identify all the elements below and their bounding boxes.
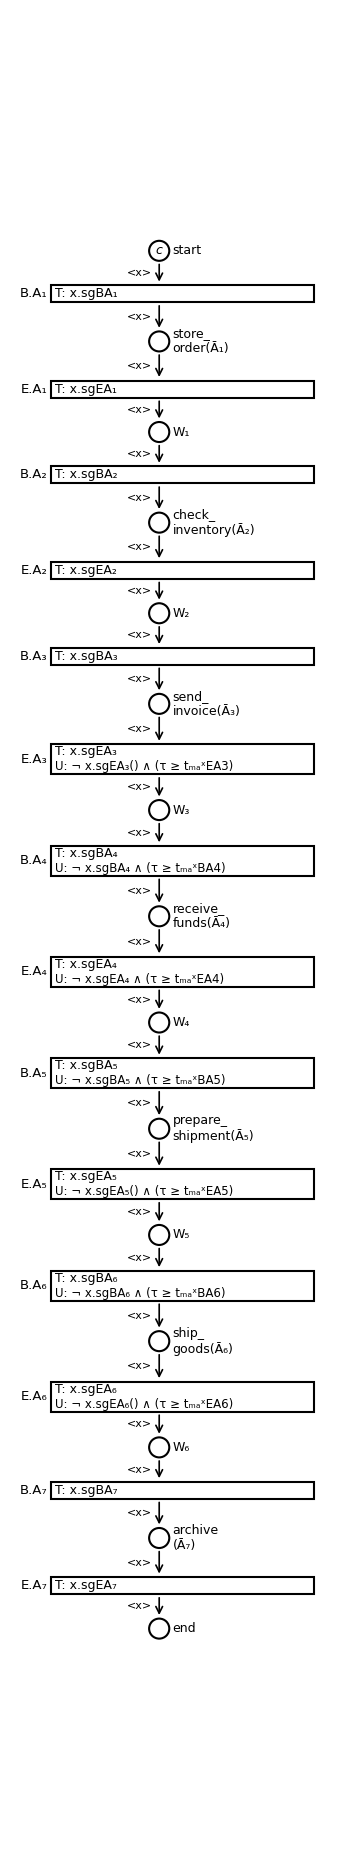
Text: T: x.sgBA₂: T: x.sgBA₂ <box>54 468 117 481</box>
Text: <x>: <x> <box>127 782 152 793</box>
Text: E.A₂: E.A₂ <box>21 565 48 578</box>
Text: E.A₅: E.A₅ <box>21 1177 48 1190</box>
Text: send_
invoice(Ā₃): send_ invoice(Ā₃) <box>172 689 240 719</box>
Text: <x>: <x> <box>127 1558 152 1567</box>
Text: B.A₃: B.A₃ <box>20 650 48 663</box>
Text: U: ¬ x.sgEA₄ ∧ (τ ≥ tₘₐˣEA4): U: ¬ x.sgEA₄ ∧ (τ ≥ tₘₐˣEA4) <box>54 973 224 986</box>
Text: U: ¬ x.sgEA₅() ∧ (τ ≥ tₘₐˣEA5): U: ¬ x.sgEA₅() ∧ (τ ≥ tₘₐˣEA5) <box>54 1185 233 1198</box>
Text: U: ¬ x.sgEA₃() ∧ (τ ≥ tₘₐˣEA3): U: ¬ x.sgEA₃() ∧ (τ ≥ tₘₐˣEA3) <box>54 760 233 773</box>
Text: <x>: <x> <box>127 995 152 1005</box>
Text: E.A₁: E.A₁ <box>21 383 48 396</box>
Text: receive_
funds(Ā₄): receive_ funds(Ā₄) <box>172 903 230 930</box>
Bar <box>51 381 314 397</box>
Text: <x>: <x> <box>127 1099 152 1109</box>
Text: <x>: <x> <box>127 405 152 414</box>
Text: <x>: <x> <box>127 494 152 503</box>
Bar <box>51 1170 314 1200</box>
Text: T: x.sgBA₃: T: x.sgBA₃ <box>54 650 117 663</box>
Text: T: x.sgEA₅: T: x.sgEA₅ <box>54 1170 116 1183</box>
Text: <x>: <x> <box>127 312 152 321</box>
Bar <box>51 286 314 303</box>
Text: U: ¬ x.sgBA₆ ∧ (τ ≥ tₘₐˣBA6): U: ¬ x.sgBA₆ ∧ (τ ≥ tₘₐˣBA6) <box>54 1287 225 1300</box>
Text: T: x.sgEA₆: T: x.sgEA₆ <box>54 1383 116 1396</box>
Text: T: x.sgEA₁: T: x.sgEA₁ <box>54 383 116 396</box>
Text: <x>: <x> <box>127 674 152 683</box>
Text: T: x.sgEA₂: T: x.sgEA₂ <box>54 565 116 578</box>
Bar <box>51 847 314 877</box>
Text: W₄: W₄ <box>172 1016 190 1029</box>
Text: <x>: <x> <box>127 587 152 596</box>
Text: <x>: <x> <box>127 267 152 279</box>
Text: W₆: W₆ <box>172 1441 190 1454</box>
Text: start: start <box>172 245 201 258</box>
Text: <x>: <x> <box>127 1361 152 1372</box>
Text: <x>: <x> <box>127 828 152 838</box>
Bar <box>51 1270 314 1300</box>
Text: c: c <box>156 245 163 258</box>
Text: E.A₄: E.A₄ <box>21 966 48 979</box>
Text: <x>: <x> <box>127 724 152 734</box>
Text: B.A₇: B.A₇ <box>20 1484 48 1497</box>
Bar <box>51 1482 314 1499</box>
Text: T: x.sgEA₇: T: x.sgEA₇ <box>54 1578 116 1591</box>
Text: <x>: <x> <box>127 1253 152 1263</box>
Text: end: end <box>172 1623 196 1636</box>
Bar <box>51 466 314 483</box>
Text: <x>: <x> <box>127 1601 152 1612</box>
Text: <x>: <x> <box>127 449 152 459</box>
Text: E.A₇: E.A₇ <box>21 1578 48 1591</box>
Bar <box>51 956 314 986</box>
Text: U: ¬ x.sgBA₅ ∧ (τ ≥ tₘₐˣBA5): U: ¬ x.sgBA₅ ∧ (τ ≥ tₘₐˣBA5) <box>54 1073 225 1086</box>
Text: <x>: <x> <box>127 1149 152 1159</box>
Text: <x>: <x> <box>127 1508 152 1519</box>
Text: <x>: <x> <box>127 1419 152 1430</box>
Text: <x>: <x> <box>127 1040 152 1051</box>
Text: T: x.sgBA₇: T: x.sgBA₇ <box>54 1484 117 1497</box>
Text: T: x.sgEA₃: T: x.sgEA₃ <box>54 745 116 758</box>
Text: <x>: <x> <box>127 631 152 641</box>
Text: <x>: <x> <box>127 1311 152 1320</box>
Text: archive
(Ā₇): archive (Ā₇) <box>172 1525 219 1552</box>
Text: <x>: <x> <box>127 1207 152 1216</box>
Text: U: ¬ x.sgBA₄ ∧ (τ ≥ tₘₐˣBA4): U: ¬ x.sgBA₄ ∧ (τ ≥ tₘₐˣBA4) <box>54 862 225 875</box>
Text: <x>: <x> <box>127 360 152 371</box>
Text: store_
order(Ā₁): store_ order(Ā₁) <box>172 327 229 355</box>
Text: W₂: W₂ <box>172 607 190 620</box>
Text: T: x.sgBA₄: T: x.sgBA₄ <box>54 847 117 860</box>
Text: T: x.sgBA₁: T: x.sgBA₁ <box>54 288 117 301</box>
Bar <box>51 1382 314 1411</box>
Text: T: x.sgBA₅: T: x.sgBA₅ <box>54 1058 117 1071</box>
Text: <x>: <x> <box>127 1465 152 1474</box>
Bar <box>51 563 314 579</box>
Text: B.A₂: B.A₂ <box>20 468 48 481</box>
Bar <box>51 1577 314 1593</box>
Text: T: x.sgEA₄: T: x.sgEA₄ <box>54 958 116 971</box>
Text: <x>: <x> <box>127 886 152 897</box>
Bar <box>51 648 314 665</box>
Text: check_
inventory(Ā₂): check_ inventory(Ā₂) <box>172 509 255 537</box>
Text: E.A₃: E.A₃ <box>21 752 48 765</box>
Text: B.A₄: B.A₄ <box>20 854 48 867</box>
Text: <x>: <x> <box>127 936 152 947</box>
Text: <x>: <x> <box>127 542 152 552</box>
Bar <box>51 745 314 774</box>
Text: T: x.sgBA₆: T: x.sgBA₆ <box>54 1272 117 1285</box>
Text: W₁: W₁ <box>172 425 190 438</box>
Text: B.A₆: B.A₆ <box>20 1279 48 1292</box>
Text: W₃: W₃ <box>172 804 190 817</box>
Text: W₅: W₅ <box>172 1229 190 1242</box>
Text: ship_
goods(Ā₆): ship_ goods(Ā₆) <box>172 1326 233 1356</box>
Text: B.A₅: B.A₅ <box>20 1066 48 1079</box>
Text: E.A₆: E.A₆ <box>21 1391 48 1404</box>
Text: U: ¬ x.sgEA₆() ∧ (τ ≥ tₘₐˣEA6): U: ¬ x.sgEA₆() ∧ (τ ≥ tₘₐˣEA6) <box>54 1398 233 1411</box>
Bar <box>51 1058 314 1088</box>
Text: B.A₁: B.A₁ <box>20 288 48 301</box>
Text: prepare_
shipment(Ā₅): prepare_ shipment(Ā₅) <box>172 1114 254 1144</box>
